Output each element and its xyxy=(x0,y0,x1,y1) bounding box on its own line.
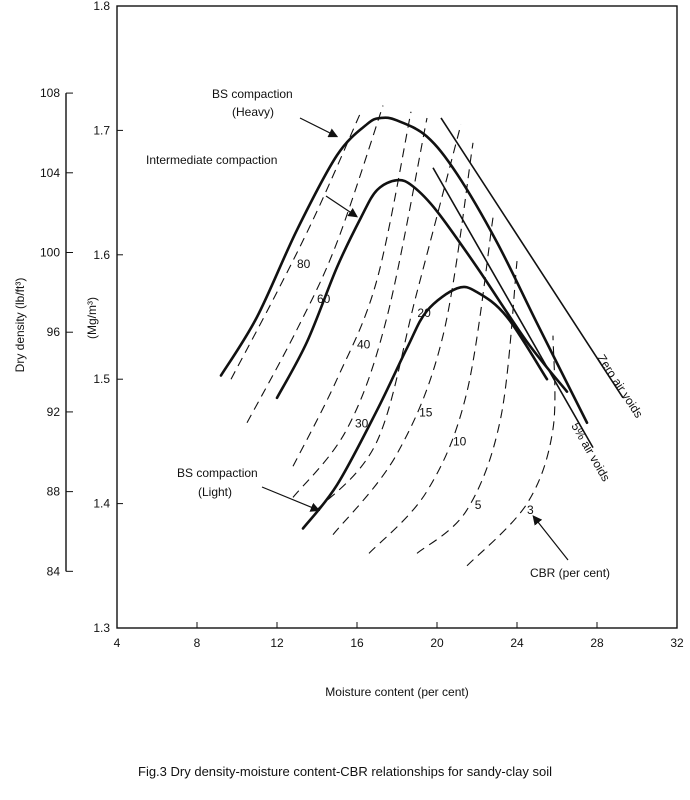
y-tick-label-lb: 96 xyxy=(47,325,61,339)
annotation-heavy-line1: BS compaction xyxy=(212,87,293,101)
y-tick-label-lb: 88 xyxy=(47,485,61,499)
cbr-label-40: 40 xyxy=(357,337,371,351)
plot-frame xyxy=(116,5,678,629)
arrow-light xyxy=(261,486,321,512)
y-tick-label-lb: 92 xyxy=(47,405,61,419)
y-tick-label-lb: 100 xyxy=(40,245,60,259)
annotation-heavy-line2: (Heavy) xyxy=(232,105,274,119)
arrow-cbr xyxy=(532,515,569,561)
cbr-label-10: 10 xyxy=(453,434,467,448)
arrow-heavy xyxy=(299,117,339,138)
x-tick-label: 16 xyxy=(350,636,364,650)
air-void-label-1: 5% air voids xyxy=(568,420,613,484)
cbr-label-60: 60 xyxy=(317,292,331,306)
x-tick-label: 28 xyxy=(590,636,604,650)
x-tick-label: 4 xyxy=(114,636,121,650)
cbr-label-30: 30 xyxy=(355,416,369,430)
compaction-curve-0 xyxy=(219,116,589,425)
x-tick-label: 24 xyxy=(510,636,524,650)
annotation-light-line1: BS compaction xyxy=(177,466,258,480)
x-axis-label: Moisture content (per cent) xyxy=(325,685,468,699)
y-tick-label-mg: 1.4 xyxy=(93,497,110,511)
cbr-contour-10 xyxy=(368,217,494,554)
y-tick-label-mg: 1.5 xyxy=(93,372,110,386)
cbr-label-20: 20 xyxy=(417,306,431,320)
x-tick-label: 8 xyxy=(194,636,201,650)
y-axis-label-mg: (Mg/m³) xyxy=(85,297,99,339)
cbr-label-15: 15 xyxy=(419,405,433,419)
y-tick-label-mg: 1.3 xyxy=(93,621,110,635)
cbr-contour-40 xyxy=(292,111,412,467)
annotation-intermediate: Intermediate compaction xyxy=(146,153,277,167)
cbr-contour-80 xyxy=(230,111,362,380)
air-void-label-0: Zero air voids xyxy=(594,352,645,421)
compaction-curve-1 xyxy=(275,178,569,400)
cbr-contour-60 xyxy=(246,105,384,423)
cbr-contour-20 xyxy=(316,124,462,511)
cbr-label-3: 3 xyxy=(527,503,534,517)
y-tick-label-lb: 104 xyxy=(40,166,60,180)
y-tick-label-mg: 1.6 xyxy=(93,248,110,262)
x-tick-label: 20 xyxy=(430,636,444,650)
cbr-label-5: 5 xyxy=(475,498,482,512)
cbr-contour-3 xyxy=(466,335,556,567)
air-void-line-1 xyxy=(432,167,594,449)
x-tick-label: 12 xyxy=(270,636,284,650)
y-axis-label-lb: Dry density (lb/ft³) xyxy=(13,278,27,373)
x-tick-label: 32 xyxy=(670,636,684,650)
annotation-cbr: CBR (per cent) xyxy=(530,566,610,580)
figure-caption: Fig.3 Dry density-moisture content-CBR r… xyxy=(138,764,552,779)
y-tick-label-mg: 1.7 xyxy=(93,123,110,137)
cbr-contour-5 xyxy=(416,260,518,554)
air-void-line-0 xyxy=(440,117,624,399)
arrow-intermediate xyxy=(325,195,358,218)
chart: 4 8 12 16 20 24 28 32 1.3 1.4 1.5 1.6 1.7 1.8 84 88 92 96… xyxy=(13,0,684,699)
cbr-label-80: 80 xyxy=(297,257,311,271)
y-tick-label-lb: 84 xyxy=(47,564,61,578)
compaction-curve-2 xyxy=(301,285,549,530)
annotation-light-line2: (Light) xyxy=(198,485,232,499)
y-tick-label-mg: 1.8 xyxy=(93,0,110,13)
y-tick-label-lb: 108 xyxy=(40,86,60,100)
